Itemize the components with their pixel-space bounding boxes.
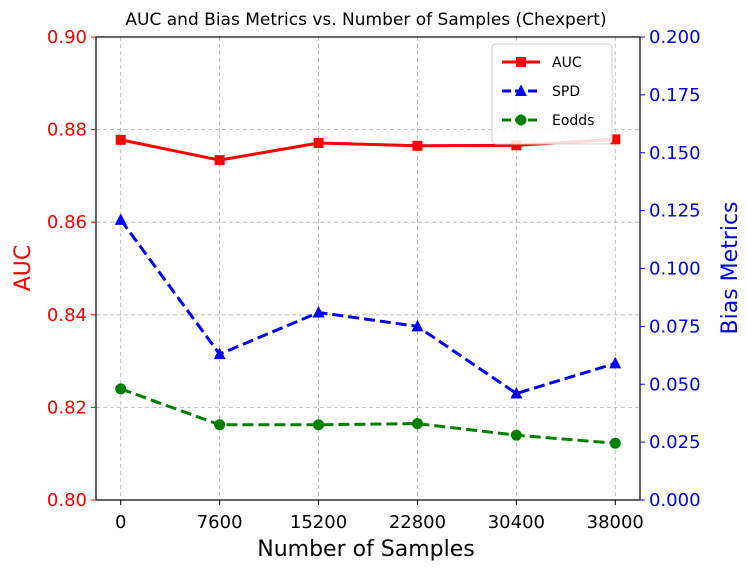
y-right-tick-label-8: 0.200 bbox=[649, 27, 701, 48]
data-point-spd-1 bbox=[213, 347, 226, 360]
y-right-tick-label-5: 0.125 bbox=[649, 201, 701, 222]
data-point-spd-2 bbox=[312, 305, 325, 318]
legend-marker-eodds bbox=[515, 114, 527, 126]
series-line-eodds bbox=[120, 387, 616, 445]
chart-title: AUC and Bias Metrics vs. Number of Sampl… bbox=[125, 10, 606, 30]
data-point-auc-0 bbox=[115, 134, 126, 145]
y-axis-right-label: Bias Metrics bbox=[718, 202, 743, 335]
legend-label-auc: AUC bbox=[552, 55, 582, 71]
y-left-tick-label-1: 0.82 bbox=[47, 397, 87, 418]
x-tick-label-3: 22800 bbox=[389, 512, 446, 533]
x-tick-label-4: 30400 bbox=[488, 512, 545, 533]
data-point-auc-3 bbox=[412, 140, 423, 151]
x-tick-label-5: 38000 bbox=[587, 512, 644, 533]
y-right-tick-label-4: 0.100 bbox=[649, 259, 701, 280]
series-layer bbox=[114, 134, 622, 449]
data-point-eodds-1 bbox=[214, 419, 226, 431]
x-tick-label-0: 0 bbox=[115, 512, 126, 533]
legend-label-eodds: Eodds bbox=[552, 113, 594, 129]
y-right-tick-label-3: 0.075 bbox=[649, 316, 701, 337]
legend-marker-auc bbox=[516, 57, 526, 67]
data-point-auc-1 bbox=[214, 155, 225, 166]
legend-label-spd: SPD bbox=[552, 84, 580, 100]
legend-marker-spd bbox=[515, 84, 527, 96]
data-point-auc-2 bbox=[313, 138, 324, 149]
data-point-spd-5 bbox=[609, 356, 622, 369]
y-left-tick-label-3: 0.86 bbox=[47, 212, 87, 233]
y-left-tick-label-5: 0.90 bbox=[47, 27, 87, 48]
x-axis-label: Number of Samples bbox=[257, 537, 475, 562]
legend: AUC SPD Eodds bbox=[491, 43, 613, 145]
data-point-eodds-5 bbox=[609, 437, 621, 449]
data-point-eodds-2 bbox=[313, 419, 325, 431]
data-point-auc-4 bbox=[511, 140, 522, 151]
data-point-spd-4 bbox=[510, 387, 523, 399]
y-right-tick-label-0: 0.000 bbox=[649, 490, 701, 511]
data-point-eodds-4 bbox=[510, 429, 522, 441]
data-point-auc-5 bbox=[610, 134, 621, 145]
y-left-tick-label-2: 0.84 bbox=[47, 305, 87, 326]
y-right-tick-label-1: 0.025 bbox=[649, 432, 701, 453]
y-right-tick-label-6: 0.150 bbox=[649, 143, 701, 164]
y-axis-left-label: AUC bbox=[11, 245, 36, 292]
axes-layer: 0 7600 15200 22800 30400 38000 0.80 0.82 0.84 0.8… bbox=[47, 27, 701, 533]
series-line-spd bbox=[119, 218, 616, 396]
data-point-spd-3 bbox=[411, 319, 424, 332]
data-point-eodds-0 bbox=[115, 383, 127, 395]
y-left-tick-label-4: 0.88 bbox=[47, 120, 87, 141]
x-tick-label-1: 7600 bbox=[197, 512, 243, 533]
y-left-tick-label-0: 0.80 bbox=[47, 490, 87, 511]
data-point-eodds-3 bbox=[411, 418, 423, 430]
y-right-tick-label-2: 0.050 bbox=[649, 374, 701, 395]
data-point-spd-0 bbox=[114, 213, 127, 225]
y-right-tick-label-7: 0.175 bbox=[649, 85, 701, 106]
x-tick-label-2: 15200 bbox=[290, 512, 347, 533]
